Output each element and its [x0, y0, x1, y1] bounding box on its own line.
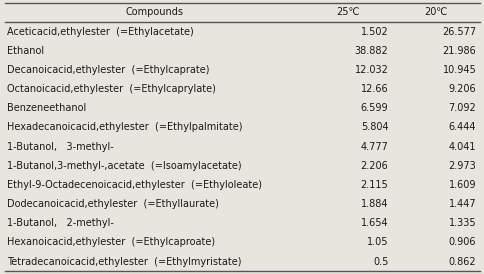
- Text: 7.092: 7.092: [448, 103, 475, 113]
- Text: 1.05: 1.05: [366, 238, 388, 247]
- Text: 25℃: 25℃: [336, 7, 359, 17]
- Text: 6.599: 6.599: [360, 103, 388, 113]
- Text: Tetradecanoicacid,ethylester  (=Ethylmyristate): Tetradecanoicacid,ethylester (=Ethylmyri…: [7, 257, 242, 267]
- Text: 2.206: 2.206: [360, 161, 388, 171]
- Text: Aceticacid,ethylester  (=Ethylacetate): Aceticacid,ethylester (=Ethylacetate): [7, 27, 194, 36]
- Text: 20℃: 20℃: [424, 7, 447, 17]
- Text: 4.041: 4.041: [448, 142, 475, 152]
- Text: 21.986: 21.986: [441, 46, 475, 56]
- Text: 1.609: 1.609: [448, 180, 475, 190]
- Text: 1.884: 1.884: [360, 199, 388, 209]
- Text: 1.502: 1.502: [360, 27, 388, 36]
- Text: 10.945: 10.945: [441, 65, 475, 75]
- Text: Decanoicacid,ethylester  (=Ethylcaprate): Decanoicacid,ethylester (=Ethylcaprate): [7, 65, 210, 75]
- Text: 1-Butanol,   3-methyl-: 1-Butanol, 3-methyl-: [7, 142, 114, 152]
- Text: 1.654: 1.654: [360, 218, 388, 228]
- Text: 1-Butanol,3-methyl-,acetate  (=Isoamylacetate): 1-Butanol,3-methyl-,acetate (=Isoamylace…: [7, 161, 242, 171]
- Text: 1-Butanol,   2-methyl-: 1-Butanol, 2-methyl-: [7, 218, 114, 228]
- Text: 12.66: 12.66: [360, 84, 388, 94]
- Text: 0.5: 0.5: [372, 257, 388, 267]
- Text: 2.115: 2.115: [360, 180, 388, 190]
- Text: 38.882: 38.882: [354, 46, 388, 56]
- Text: Octanoicacid,ethylester  (=Ethylcaprylate): Octanoicacid,ethylester (=Ethylcaprylate…: [7, 84, 216, 94]
- Text: 0.862: 0.862: [448, 257, 475, 267]
- Text: Hexadecanoicacid,ethylester  (=Ethylpalmitate): Hexadecanoicacid,ethylester (=Ethylpalmi…: [7, 122, 242, 132]
- Text: 1.335: 1.335: [448, 218, 475, 228]
- Text: Dodecanoicacid,ethylester  (=Ethyllaurate): Dodecanoicacid,ethylester (=Ethyllaurate…: [7, 199, 219, 209]
- Text: 6.444: 6.444: [448, 122, 475, 132]
- Text: 4.777: 4.777: [360, 142, 388, 152]
- Text: Ethanol: Ethanol: [7, 46, 45, 56]
- Text: 1.447: 1.447: [448, 199, 475, 209]
- Text: 2.973: 2.973: [448, 161, 475, 171]
- Text: 9.206: 9.206: [448, 84, 475, 94]
- Text: Ethyl-9-Octadecenoicacid,ethylester  (=Ethyloleate): Ethyl-9-Octadecenoicacid,ethylester (=Et…: [7, 180, 262, 190]
- Text: 5.804: 5.804: [360, 122, 388, 132]
- Text: 0.906: 0.906: [448, 238, 475, 247]
- Text: 12.032: 12.032: [354, 65, 388, 75]
- Text: 26.577: 26.577: [441, 27, 475, 36]
- Text: Compounds: Compounds: [125, 7, 183, 17]
- Text: Benzeneethanol: Benzeneethanol: [7, 103, 86, 113]
- Text: Hexanoicacid,ethylester  (=Ethylcaproate): Hexanoicacid,ethylester (=Ethylcaproate): [7, 238, 215, 247]
